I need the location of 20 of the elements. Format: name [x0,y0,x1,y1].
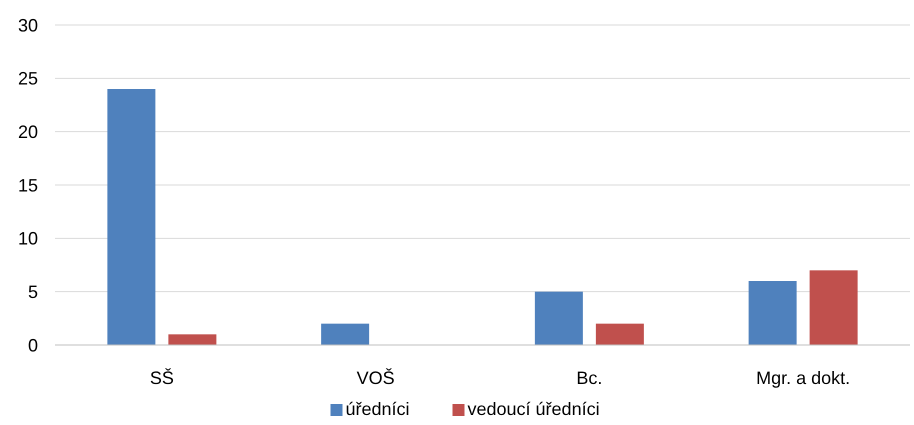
y-tick-label: 10 [18,228,38,249]
bar [534,292,583,345]
y-tick-label: 5 [28,282,38,302]
legend-label: vedoucí úředníci [468,399,600,419]
bar [810,270,858,345]
y-tick-label: 15 [18,175,38,196]
y-tick-label: 0 [28,335,38,356]
bar [748,281,797,345]
legend-label: úředníci [346,399,410,419]
x-tick-label: Bc. [576,368,602,388]
x-tick-label: SŠ [150,368,174,388]
y-tick-label: 30 [18,15,38,36]
bar [107,89,156,345]
y-tick-label: 25 [18,68,38,89]
bar [321,324,370,345]
y-tick-label: 20 [18,122,38,142]
bar [596,324,644,345]
x-tick-label: Mgr. a dokt. [756,368,850,388]
bar [168,334,216,345]
x-tick-label: VOŠ [356,368,395,388]
